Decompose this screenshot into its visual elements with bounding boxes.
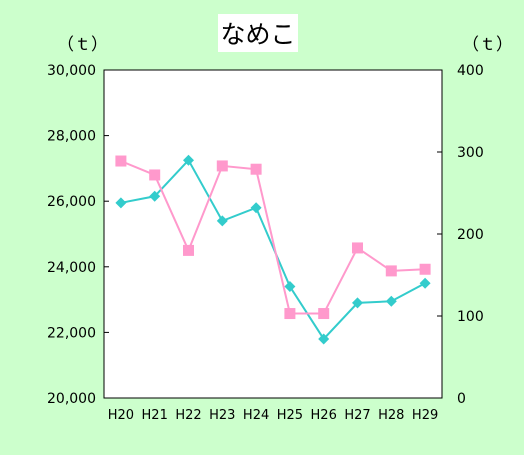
left-axis-tick-label: 30,000 xyxy=(47,63,96,79)
x-axis-label: H29 xyxy=(412,408,438,423)
series-0-point-H20 xyxy=(115,197,127,209)
left-axis-tick-label: 24,000 xyxy=(47,260,96,276)
series-0-point-H24 xyxy=(250,202,262,214)
series-0-line xyxy=(120,158,426,341)
left-axis-unit: （ｔ） xyxy=(57,35,108,55)
series-1-point-H21 xyxy=(149,169,161,181)
left-axis-tick-label: 28,000 xyxy=(47,129,96,145)
x-axis-label: H26 xyxy=(311,408,337,423)
right-axis-tick-label: 100 xyxy=(457,309,484,325)
series-1-point-H24 xyxy=(250,163,262,175)
series-1-point-H29 xyxy=(419,263,431,275)
series-0-point-H28 xyxy=(385,295,397,307)
series-1-point-H25 xyxy=(284,308,296,320)
right-axis-tick-label: 0 xyxy=(457,391,466,407)
plot-area xyxy=(103,69,443,399)
x-axis-label: H25 xyxy=(277,408,303,423)
series-0-point-H29 xyxy=(419,277,431,289)
series-1-point-H26 xyxy=(318,308,330,320)
x-axis-label: H24 xyxy=(243,408,269,423)
series-0-point-H26 xyxy=(318,333,330,345)
right-axis-tick-label: 200 xyxy=(457,227,484,243)
x-axis-label: H21 xyxy=(142,408,168,423)
series-0-point-H22 xyxy=(183,154,194,166)
left-axis-tick-label: 22,000 xyxy=(47,325,96,341)
series-1-point-H28 xyxy=(385,265,397,277)
series-1-point-H27 xyxy=(352,242,363,254)
series-0-point-H27 xyxy=(352,297,363,309)
series-0-point-H25 xyxy=(284,280,296,292)
right-axis-tick-label: 300 xyxy=(457,145,484,161)
left-axis-tick-label: 20,000 xyxy=(47,391,96,407)
series-1-point-H22 xyxy=(183,244,194,256)
x-axis-label: H20 xyxy=(108,408,134,423)
x-axis-label: H28 xyxy=(378,408,404,423)
series-1-point-H23 xyxy=(216,160,228,172)
series-1-point-H20 xyxy=(115,155,127,167)
left-axis-tick-label: 26,000 xyxy=(47,194,96,210)
series-0-point-H23 xyxy=(216,215,228,227)
series-0-point-H21 xyxy=(149,190,161,202)
x-axis-label: H27 xyxy=(344,408,370,423)
chart-title: なめこ xyxy=(218,14,298,52)
x-axis-label: H23 xyxy=(209,408,235,423)
right-axis-tick-label: 400 xyxy=(457,63,484,79)
x-axis-label: H22 xyxy=(175,408,201,423)
right-axis-unit: （ｔ） xyxy=(462,35,513,55)
series-1-line xyxy=(120,160,426,315)
